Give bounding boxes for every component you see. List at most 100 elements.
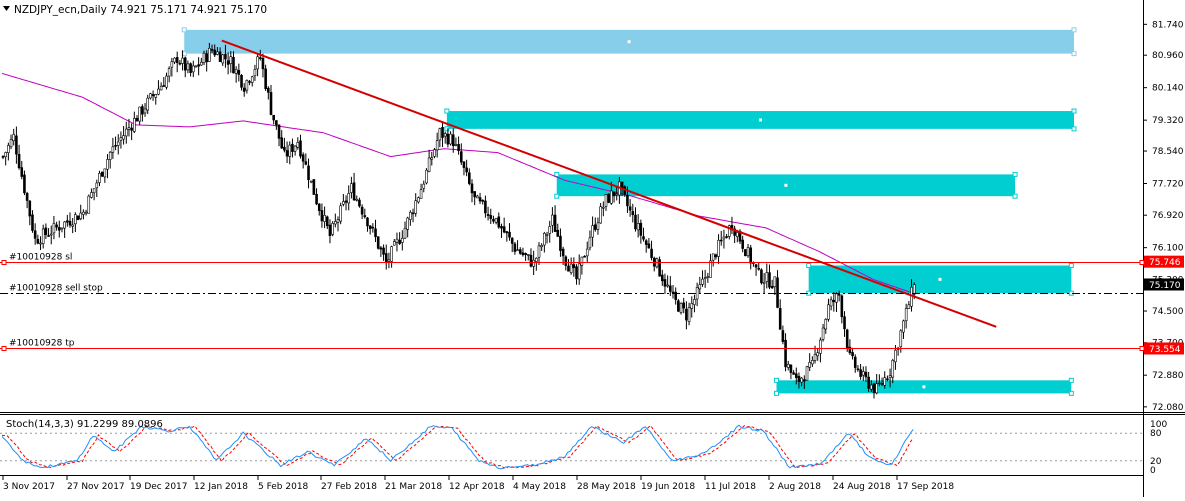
- y-tick-label: 72.880: [1152, 371, 1184, 381]
- zone-handle[interactable]: [1071, 126, 1077, 132]
- candle-body: [679, 303, 683, 313]
- zone-handle[interactable]: [554, 171, 560, 177]
- order-line-handle[interactable]: [1139, 260, 1145, 265]
- candle-body: [360, 206, 364, 215]
- candle-body: [317, 203, 321, 211]
- candle-body: [891, 360, 895, 378]
- candle-body: [588, 237, 592, 249]
- candle-body: [899, 330, 903, 348]
- zone-handle[interactable]: [1071, 108, 1077, 114]
- candle-body: [159, 85, 163, 91]
- candle-body: [106, 159, 109, 170]
- candle-body: [409, 212, 412, 220]
- candle-body: [186, 63, 190, 71]
- zone-handle[interactable]: [1068, 390, 1074, 396]
- candle-body: [762, 282, 766, 284]
- x-tick-label: 12 Apr 2018: [449, 482, 505, 492]
- zone-handle[interactable]: [1071, 27, 1077, 33]
- zone-handle[interactable]: [774, 377, 780, 383]
- candle-body: [253, 69, 257, 77]
- zone-center-handle[interactable]: [938, 277, 942, 281]
- candle-body: [473, 191, 476, 198]
- candle-body: [194, 65, 198, 68]
- candle-body: [543, 233, 546, 246]
- candle-body: [510, 237, 514, 244]
- order-line-handle[interactable]: [1139, 346, 1145, 351]
- zone-handle[interactable]: [444, 126, 450, 132]
- candle-body: [572, 264, 576, 269]
- x-tick-label: 11 Jul 2018: [705, 482, 756, 492]
- candle-body: [256, 56, 259, 70]
- candle-body: [497, 216, 501, 228]
- candle-body: [516, 249, 519, 252]
- candle-body: [660, 274, 664, 282]
- zone-handle[interactable]: [444, 108, 450, 114]
- candle-body: [567, 265, 570, 272]
- candle-body: [92, 188, 96, 194]
- candle-body: [25, 193, 29, 201]
- candle-body: [299, 140, 302, 157]
- order-line-handle[interactable]: [1, 260, 7, 265]
- zone-handle[interactable]: [1068, 377, 1074, 383]
- zone-center-handle[interactable]: [922, 385, 926, 389]
- candle-body: [342, 201, 345, 205]
- stoch-axis-label: 100: [1150, 420, 1167, 430]
- candle-body: [754, 264, 758, 268]
- candle-body: [663, 279, 667, 287]
- zone-handle[interactable]: [1068, 262, 1074, 268]
- candle-body: [414, 200, 418, 214]
- candle-body: [591, 225, 594, 238]
- candle-body: [674, 291, 677, 300]
- candle-body: [701, 278, 704, 285]
- candle-body: [561, 248, 565, 257]
- candle-body: [49, 233, 53, 236]
- candle-body: [462, 161, 466, 168]
- candle-body: [167, 68, 171, 77]
- trendline[interactable]: [221, 39, 997, 328]
- zone-handle[interactable]: [1071, 51, 1077, 57]
- zone-center-handle[interactable]: [758, 118, 762, 122]
- candle-body: [31, 214, 34, 231]
- dropdown-triangle-icon[interactable]: [3, 6, 10, 11]
- zone-handle[interactable]: [774, 390, 780, 396]
- zone-center-handle[interactable]: [784, 183, 788, 187]
- candle-body: [269, 92, 273, 115]
- candle-body: [907, 304, 911, 310]
- candle-body: [264, 68, 267, 90]
- candle-body: [403, 227, 407, 239]
- candle-body: [513, 243, 517, 252]
- zone-handle[interactable]: [806, 262, 812, 268]
- price-tag: [1144, 278, 1184, 291]
- candle-body: [808, 362, 811, 368]
- candle-body: [569, 263, 573, 273]
- zone-handle[interactable]: [181, 27, 187, 33]
- candle-body: [175, 57, 179, 63]
- candle-body: [687, 307, 691, 322]
- order-line-handle[interactable]: [1, 346, 7, 351]
- candle-body: [390, 246, 393, 262]
- candle-body: [76, 215, 80, 221]
- candle-body: [639, 222, 643, 236]
- zone-handle[interactable]: [554, 193, 560, 199]
- candle-body: [350, 183, 353, 193]
- candle-body: [234, 68, 238, 74]
- candle-body: [770, 286, 774, 289]
- candle-body: [323, 214, 326, 222]
- candle-body: [44, 227, 48, 235]
- zone-handle[interactable]: [1012, 171, 1018, 177]
- zone-center-handle[interactable]: [627, 40, 631, 44]
- zone-handle[interactable]: [1012, 193, 1018, 199]
- candle-body: [4, 152, 7, 157]
- candle-body: [216, 51, 219, 55]
- x-tick-label: 4 May 2018: [513, 482, 566, 492]
- candle-body: [23, 174, 26, 194]
- candle-body: [644, 240, 648, 245]
- candle-body: [722, 236, 726, 240]
- candle-body: [379, 247, 383, 250]
- candle-body: [84, 211, 88, 214]
- candle-body: [489, 215, 493, 219]
- candle-body: [636, 223, 640, 231]
- candle-body: [221, 54, 225, 64]
- candle-body: [151, 94, 155, 97]
- candle-body: [301, 154, 305, 162]
